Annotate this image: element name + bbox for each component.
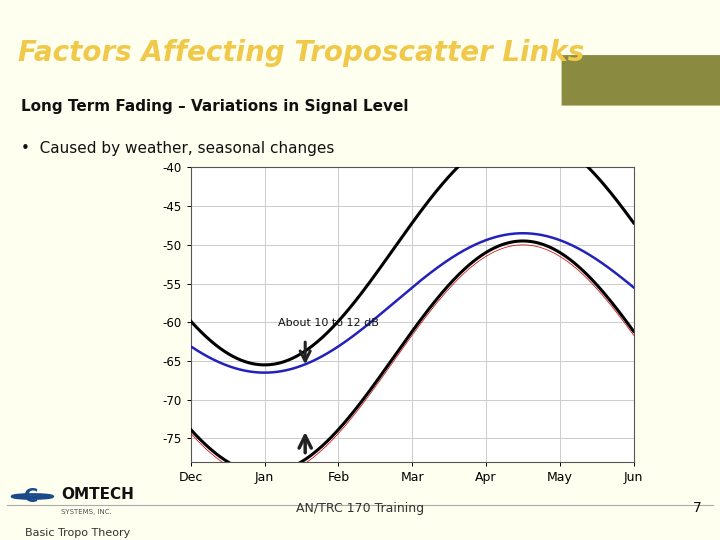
- Text: Long Term Fading – Variations in Signal Level: Long Term Fading – Variations in Signal …: [22, 99, 409, 114]
- Text: •  Caused by weather, seasonal changes: • Caused by weather, seasonal changes: [22, 141, 335, 156]
- Text: About 10 to 12 dB: About 10 to 12 dB: [278, 318, 379, 328]
- Text: C: C: [24, 487, 38, 506]
- Text: 7: 7: [693, 502, 702, 515]
- Text: SYSTEMS, INC.: SYSTEMS, INC.: [61, 509, 112, 515]
- Text: OMTECH: OMTECH: [61, 487, 134, 502]
- FancyBboxPatch shape: [562, 55, 720, 106]
- Text: AN/TRC 170 Training: AN/TRC 170 Training: [296, 502, 424, 515]
- Text: Factors Affecting Troposcatter Links: Factors Affecting Troposcatter Links: [18, 39, 584, 68]
- Text: Basic Tropo Theory: Basic Tropo Theory: [25, 528, 130, 538]
